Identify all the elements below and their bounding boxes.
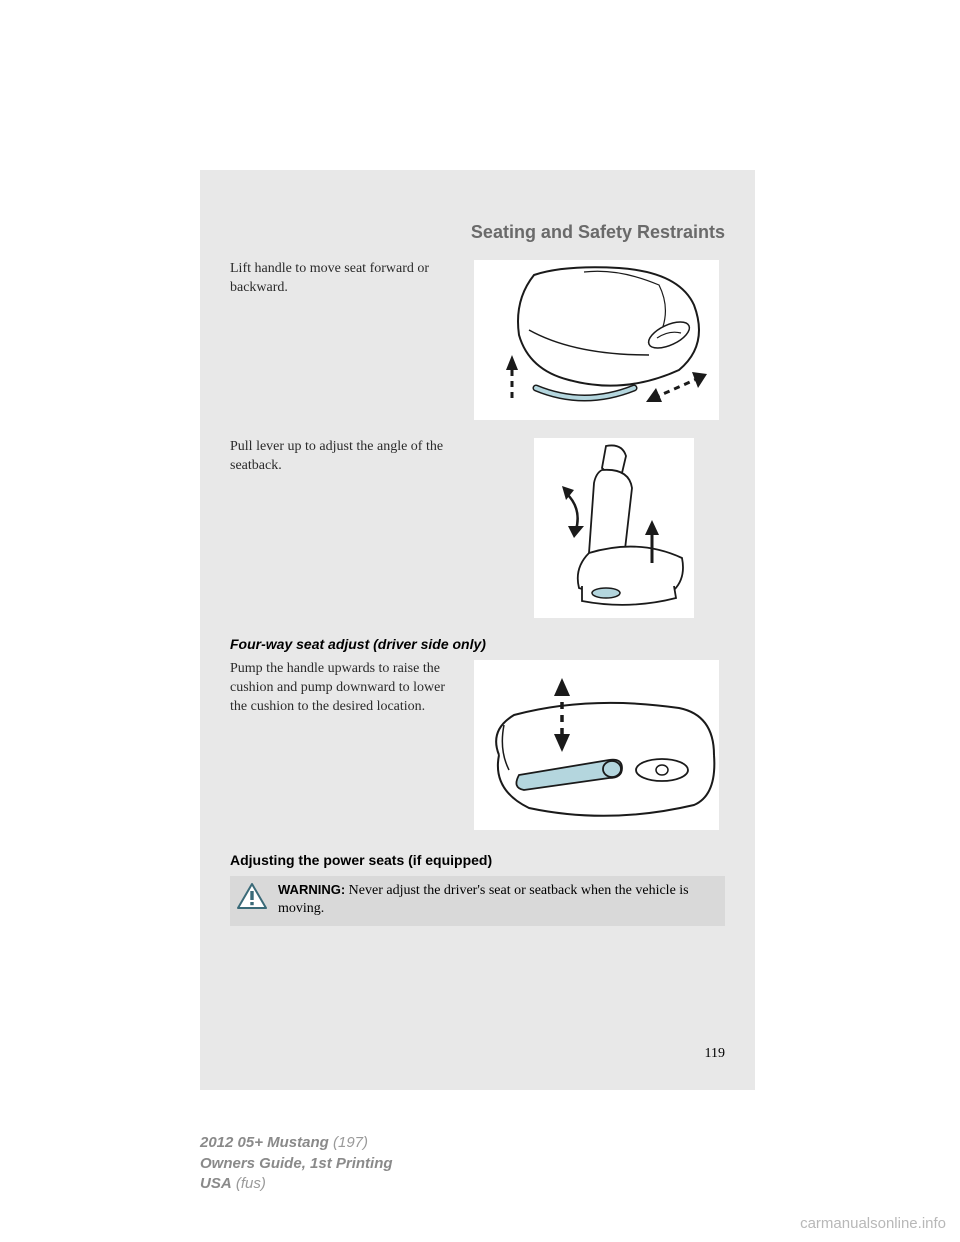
subheading-power-seats: Adjusting the power seats (if equipped): [230, 852, 725, 868]
warning-triangle-icon: [236, 882, 268, 910]
seat-forward-diagram: [474, 260, 719, 420]
footer-region: USA: [200, 1175, 232, 1192]
warning-box: WARNING: Never adjust the driver's seat …: [230, 876, 725, 926]
page-background: Seating and Safety Restraints Lift handl…: [200, 170, 755, 1090]
warning-label: WARNING:: [278, 882, 345, 897]
instruction-text-2: Pull lever up to adjust the angle of the…: [230, 438, 465, 476]
content-area: Lift handle to move seat forward or back…: [230, 260, 725, 926]
seatback-angle-diagram: [534, 438, 694, 618]
footer-line-3: USA (fus): [200, 1174, 393, 1194]
instruction-row-3: Pump the handle upwards to raise the cus…: [230, 660, 725, 830]
instruction-row-1: Lift handle to move seat forward or back…: [230, 260, 725, 420]
seat-height-diagram: [474, 660, 719, 830]
instruction-row-2: Pull lever up to adjust the angle of the…: [230, 438, 725, 618]
footer-code: (197): [329, 1134, 368, 1151]
warning-text: WARNING: Never adjust the driver's seat …: [278, 882, 715, 918]
section-title: Seating and Safety Restraints: [471, 222, 725, 243]
watermark: carmanualsonline.info: [800, 1215, 946, 1232]
footer-line-2: Owners Guide, 1st Printing: [200, 1154, 393, 1174]
footer-line-1: 2012 05+ Mustang (197): [200, 1133, 393, 1153]
page-number: 119: [705, 1046, 725, 1062]
footer-region-code: (fus): [232, 1175, 266, 1192]
instruction-text-3: Pump the handle upwards to raise the cus…: [230, 660, 460, 717]
footer-model: 2012 05+ Mustang: [200, 1134, 329, 1151]
footer: 2012 05+ Mustang (197) Owners Guide, 1st…: [200, 1133, 393, 1194]
instruction-text-1: Lift handle to move seat forward or back…: [230, 260, 460, 298]
subheading-four-way: Four-way seat adjust (driver side only): [230, 636, 725, 652]
